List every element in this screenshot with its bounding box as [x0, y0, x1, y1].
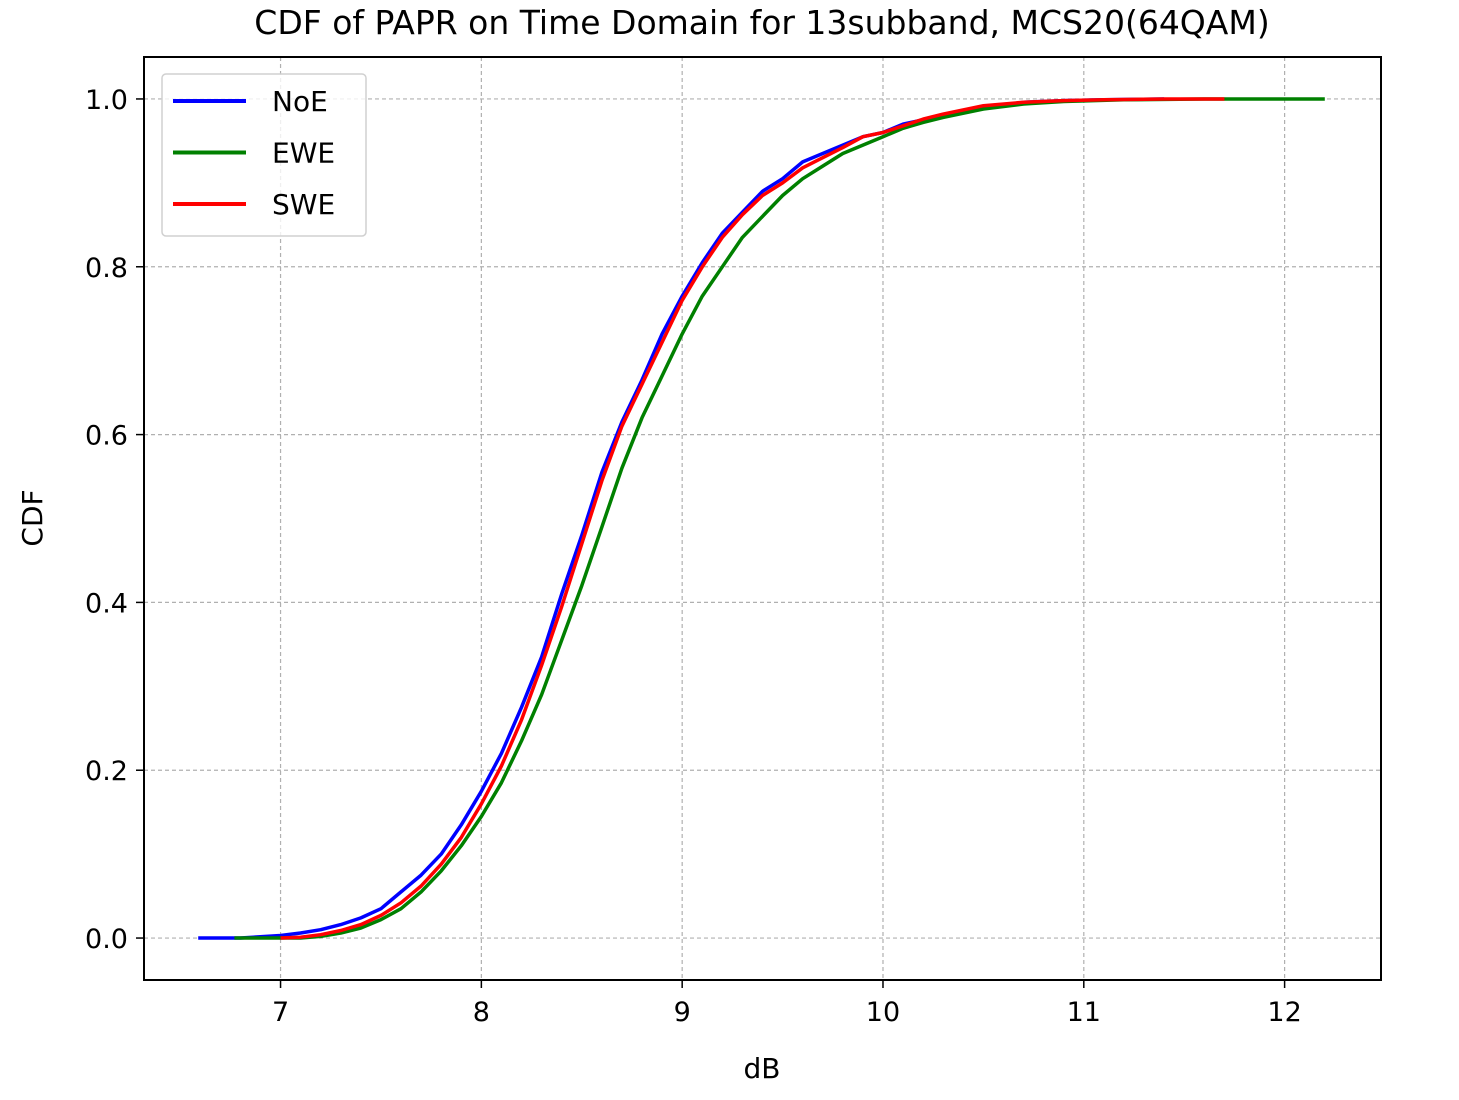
y-tick-label: 1.0: [85, 85, 128, 116]
chart-title: CDF of PAPR on Time Domain for 13subband…: [254, 3, 1269, 42]
x-axis-ticks: 7 8 9 10 11 12: [272, 980, 1302, 1028]
series-line-ewe: [234, 97, 1325, 940]
x-tick-label: 7: [272, 997, 289, 1028]
x-tick-label: 9: [674, 997, 691, 1028]
legend-box: [161, 73, 367, 237]
x-axis-label: dB: [744, 1052, 781, 1085]
y-axis-label: CDF: [16, 489, 49, 546]
plot-frame: [143, 56, 1382, 981]
legend: NoE EWE SWE: [161, 73, 367, 237]
x-tick-label: 11: [1067, 997, 1101, 1028]
x-tick-label: 12: [1267, 997, 1301, 1028]
x-tick-label: 10: [866, 997, 900, 1028]
series-line-swe: [280, 97, 1225, 940]
legend-label-noe: NoE: [272, 85, 328, 118]
y-axis-ticks: 0.0 0.2 0.4 0.6 0.8 1.0: [85, 85, 144, 955]
y-tick-label: 0.2: [85, 756, 128, 787]
y-tick-label: 0.0: [85, 924, 128, 955]
y-tick-label: 0.8: [85, 253, 128, 284]
y-tick-label: 0.4: [85, 588, 128, 619]
y-tick-label: 0.6: [85, 421, 128, 452]
legend-label-swe: SWE: [272, 188, 335, 221]
legend-label-ewe: EWE: [272, 137, 335, 170]
series-lines: [198, 97, 1325, 940]
x-tick-label: 8: [473, 997, 490, 1028]
